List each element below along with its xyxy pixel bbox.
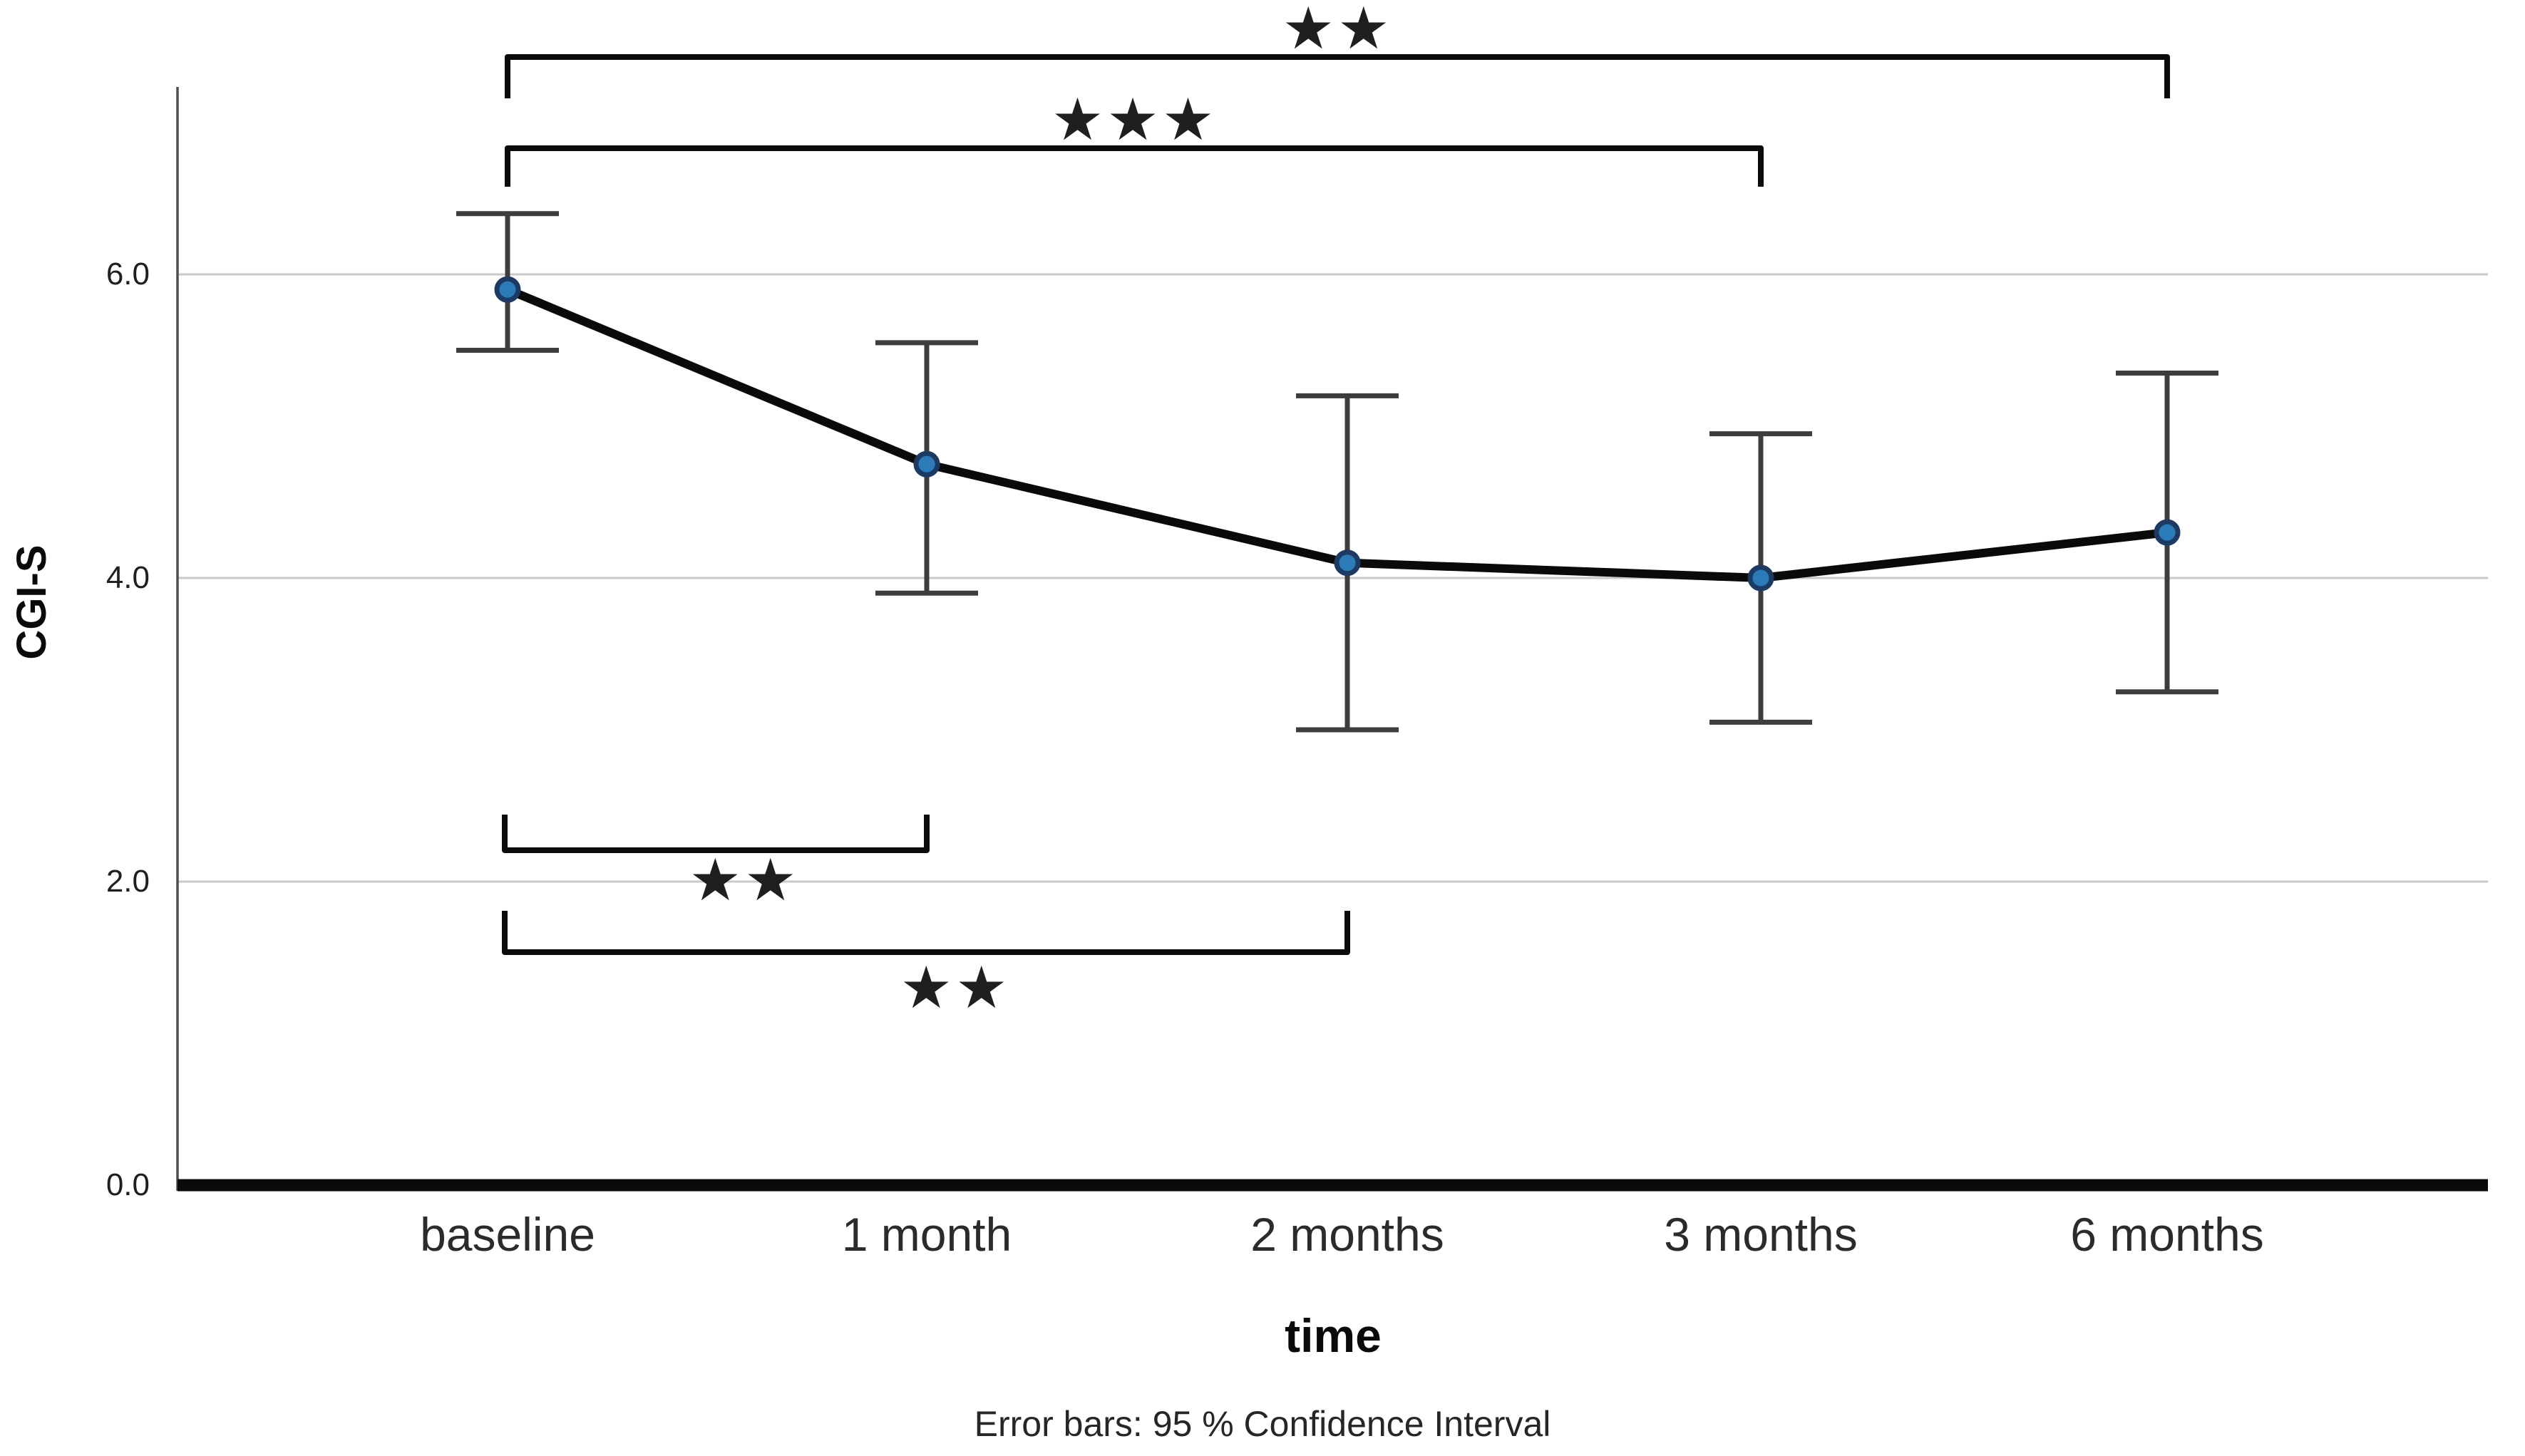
series-line: [503, 285, 2171, 582]
chart-labels: 6.0 4.0 2.0 0.0 baseline 1 month 2 month…: [9, 0, 2264, 1444]
x-tick-label-baseline: baseline: [420, 1208, 595, 1261]
y-axis-title: CGI-S: [9, 544, 55, 659]
chart-geometry: [176, 54, 2488, 1192]
x-tick-label-2-months: 2 months: [1250, 1208, 1444, 1261]
data-point-marker: [1747, 564, 1774, 592]
significance-stars-baseline-3months: ★★★: [1051, 86, 1218, 154]
x-tick-label-6-months: 6 months: [2070, 1208, 2263, 1261]
data-point-marker: [494, 276, 521, 303]
y-tick-label-2.0: 2.0: [106, 864, 150, 899]
significance-stars-baseline-6months: ★★: [1282, 0, 1392, 63]
significance-bracket: [502, 815, 930, 853]
significance-stars-baseline-2months: ★★: [900, 954, 1010, 1022]
error-bar-caption: Error bars: 95 % Confidence Interval: [974, 1404, 1551, 1444]
x-tick-label-3-months: 3 months: [1664, 1208, 1857, 1261]
y-tick-label-0.0: 0.0: [106, 1167, 150, 1202]
x-tick-label-1-month: 1 month: [842, 1208, 1012, 1261]
significance-bracket: [502, 911, 1350, 955]
y-tick-label-6.0: 6.0: [106, 257, 150, 291]
y-tick-label-4.0: 4.0: [106, 560, 150, 595]
data-point-marker: [1334, 549, 1361, 577]
x-axis-title: time: [1285, 1309, 1382, 1362]
significance-stars-baseline-1month: ★★: [689, 847, 799, 914]
data-point-marker: [2154, 519, 2181, 546]
significance-bracket: [505, 145, 1764, 187]
data-point-marker: [913, 450, 940, 477]
significance-bracket: [505, 54, 2170, 98]
